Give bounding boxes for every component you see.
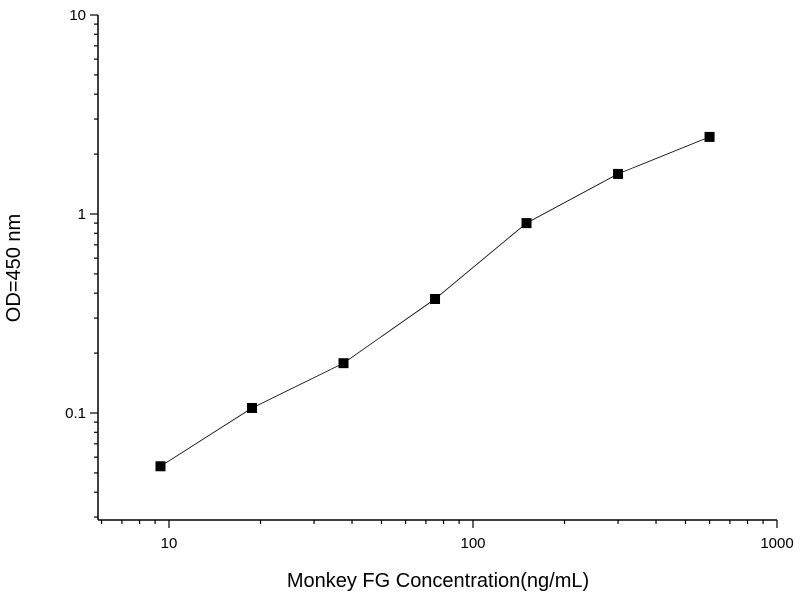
x-tick-label: 100 <box>460 535 485 552</box>
y-axis-label: OD=450 nm <box>3 214 25 322</box>
y-tick-label: 1 <box>78 206 86 223</box>
tick-labels: 10 100 1000 0.1 1 10 <box>65 7 794 552</box>
data-point <box>338 358 349 369</box>
data-point <box>521 218 532 229</box>
y-tick-label: 10 <box>69 7 86 24</box>
data-point <box>430 294 441 305</box>
data-point <box>247 402 258 413</box>
plot-area <box>155 131 715 472</box>
x-axis-label: Monkey FG Concentration(ng/mL) <box>287 570 589 592</box>
y-tick-label: 0.1 <box>65 405 86 422</box>
axes <box>90 14 778 528</box>
x-tick-label: 1000 <box>760 535 793 552</box>
data-point <box>704 131 715 142</box>
data-point <box>613 168 624 179</box>
data-point <box>155 461 166 472</box>
x-tick-label: 10 <box>161 535 178 552</box>
